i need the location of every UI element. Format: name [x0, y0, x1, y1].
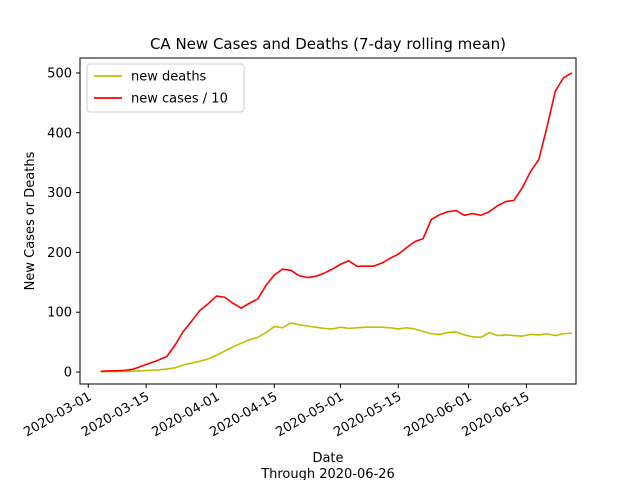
y-tick-label-6: 500 [47, 66, 72, 81]
y-tick-label-5: 400 [47, 126, 72, 141]
legend: new deaths new cases / 10 [86, 63, 245, 113]
series-layer [100, 72, 573, 373]
y-axis: 0 100 200 300 400 500 [47, 66, 80, 381]
series-line-1 [100, 322, 572, 373]
y-tick-label-4: 300 [47, 186, 72, 201]
x-axis-sublabel: Through 2020-06-26 [260, 467, 395, 480]
legend-label-1: new deaths [131, 70, 207, 85]
plot-border [79, 57, 577, 385]
y-tick-label-3: 200 [47, 246, 72, 261]
y-tick-label-1: 0 [64, 366, 72, 381]
legend-label-2: new cases / 10 [131, 92, 228, 107]
chart-title: CA New Cases and Deaths (7-day rolling m… [150, 35, 506, 53]
series-line-2 [100, 72, 573, 373]
y-tick-label-2: 100 [47, 306, 72, 321]
x-axis-label: Date [312, 451, 343, 466]
y-axis-label: New Cases or Deaths [23, 151, 38, 290]
legend-box [86, 63, 245, 113]
